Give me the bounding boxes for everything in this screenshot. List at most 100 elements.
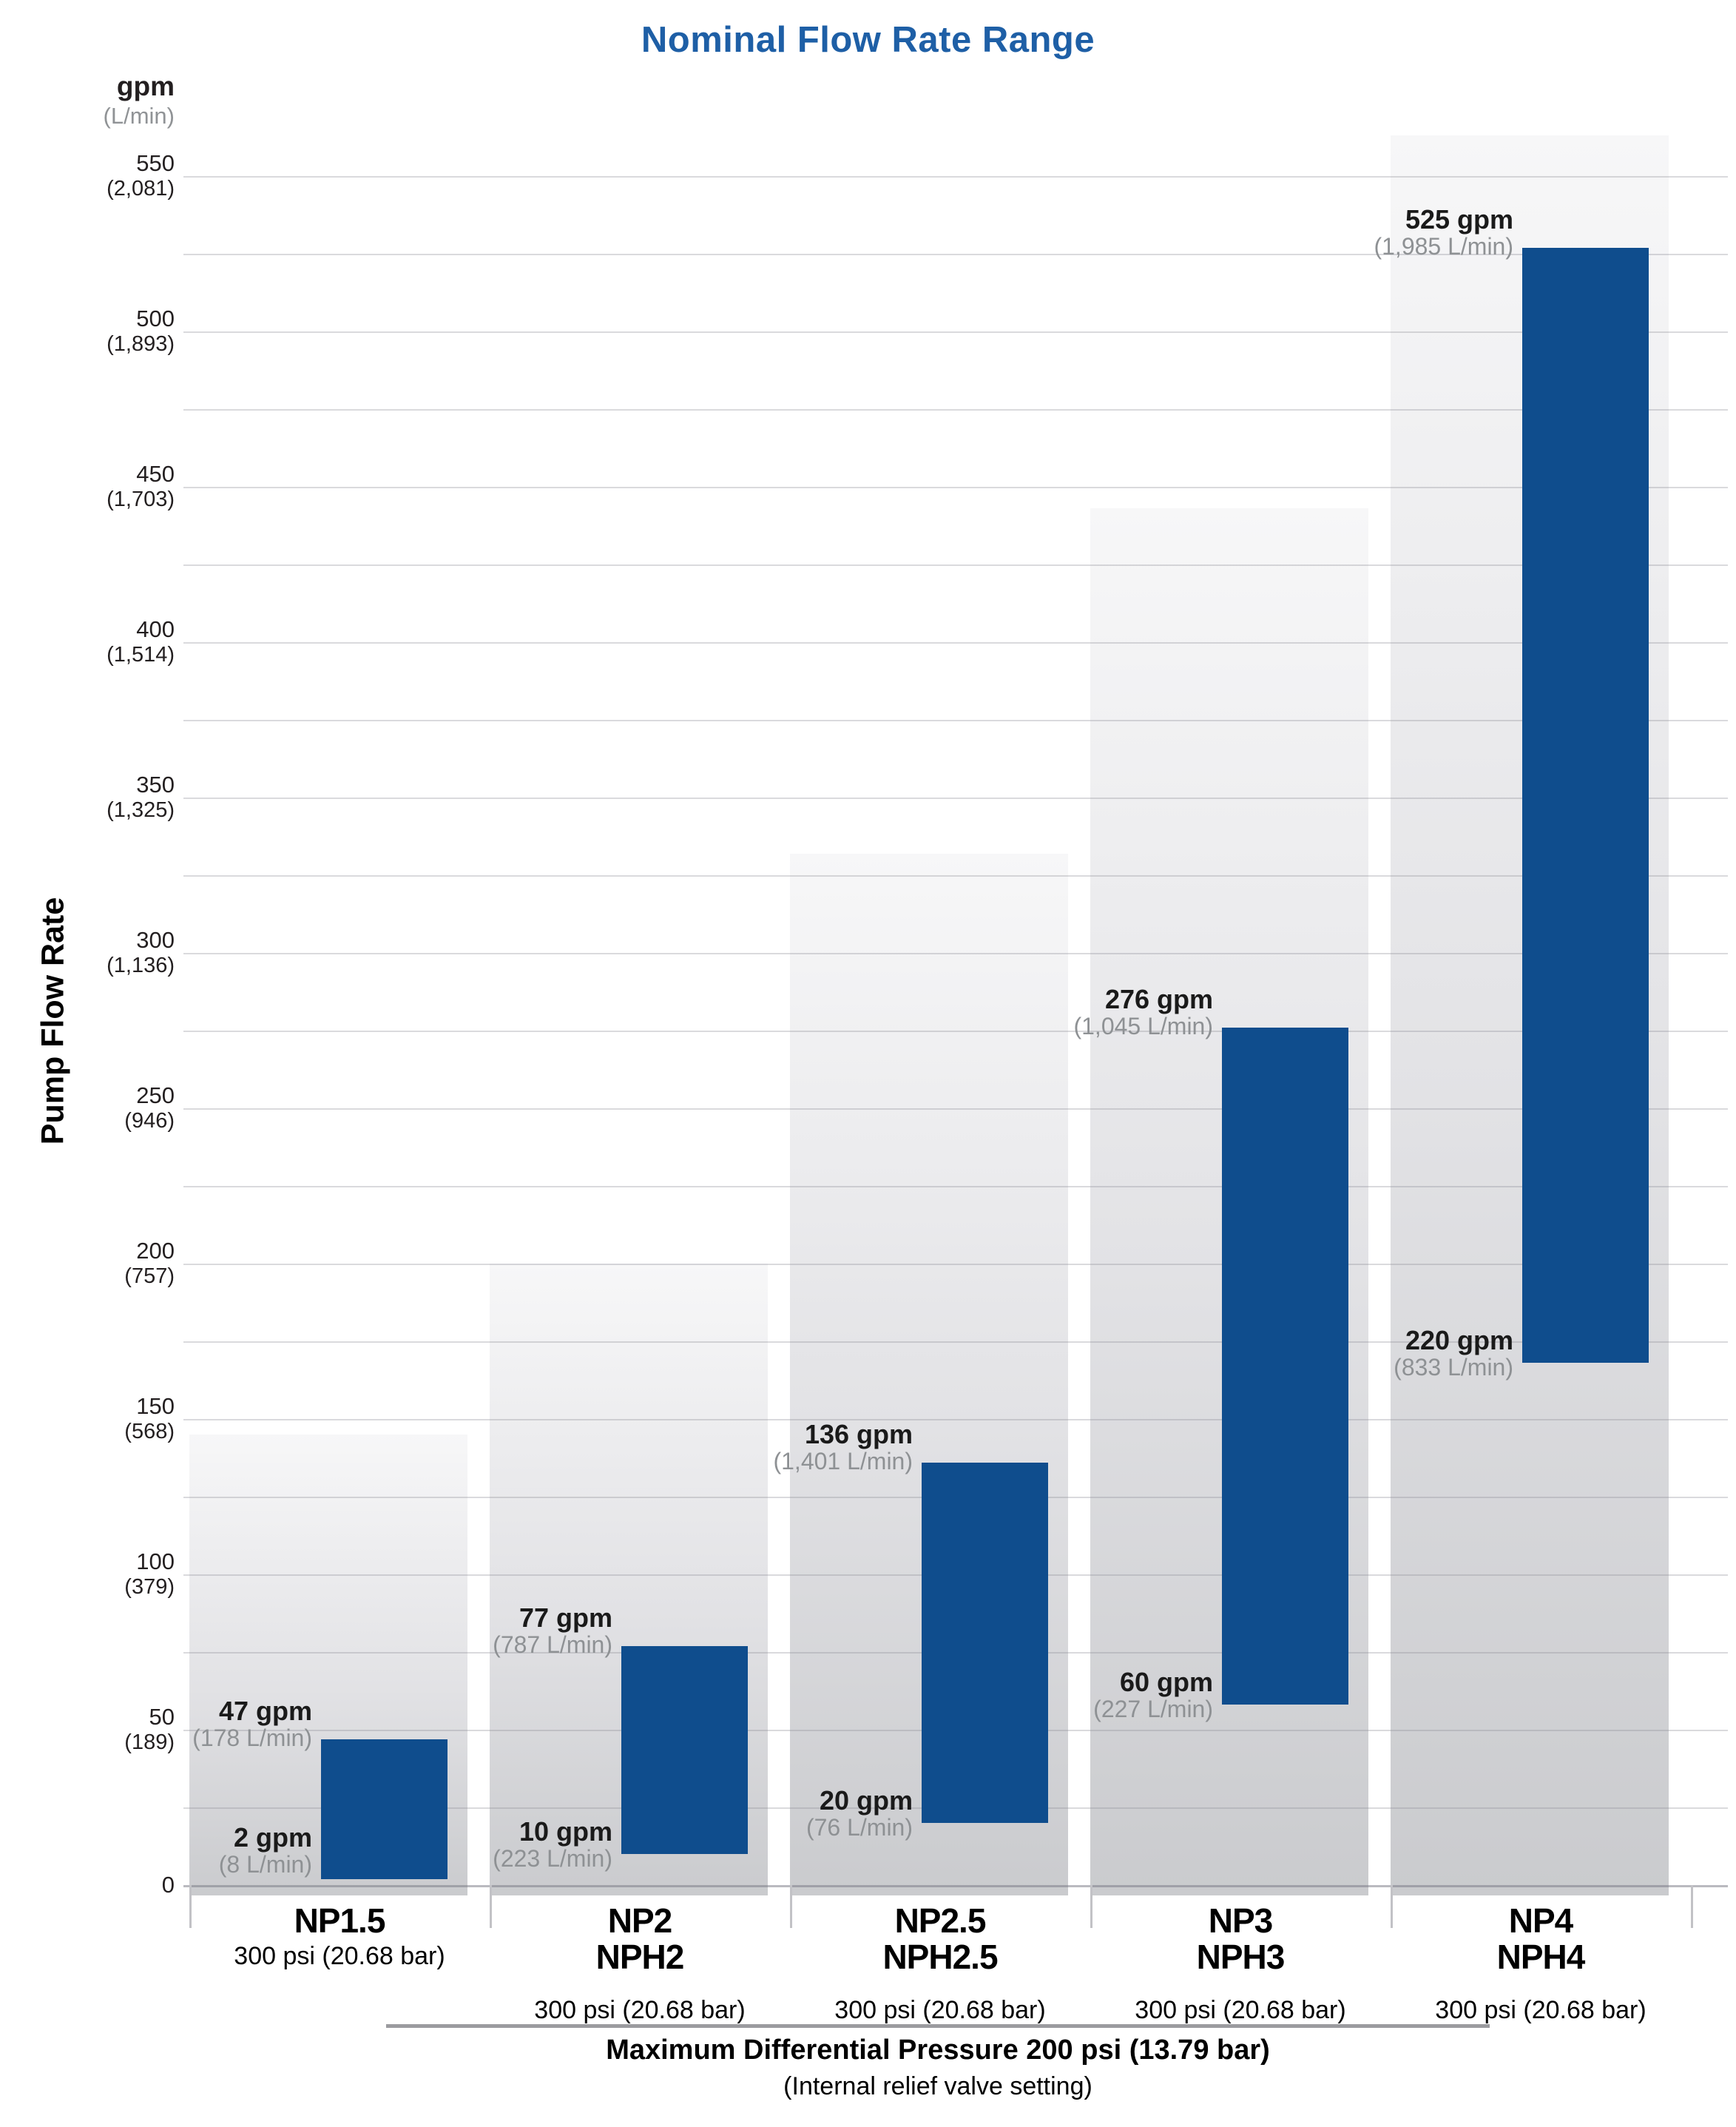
x-group-label: NP1.5 300 psi (20.68 bar) [189, 1903, 490, 1971]
y-tick-label: 400 (1,514) [0, 617, 175, 667]
y-axis-unit-primary: gpm [116, 71, 175, 101]
x-axis-tick [1090, 1885, 1092, 1928]
flow-range-bar [621, 1645, 748, 1854]
y-tick-lmin-value: (1,893) [107, 332, 175, 356]
bar-max-gpm: 525 gpm [1405, 203, 1513, 235]
x-group-label: NP3 NPH3 300 psi (20.68 bar) [1090, 1903, 1391, 2025]
bar-max-gpm: 276 gpm [1104, 983, 1213, 1014]
x-group-label: NP2.5 NPH2.5 300 psi (20.68 bar) [790, 1903, 1090, 2025]
bar-max-gpm: 47 gpm [218, 1695, 312, 1726]
y-tick-gpm-value: 0 [161, 1872, 175, 1898]
pump-pressure-rating: 300 psi (20.68 bar) [1135, 1996, 1346, 2024]
flow-range-bar [922, 1462, 1048, 1823]
bar-min-gpm: 10 gpm [519, 1816, 612, 1847]
y-tick-gpm-value: 550 [136, 150, 175, 176]
y-tick-lmin-value: (1,703) [107, 488, 175, 511]
grid-line [183, 1419, 1728, 1420]
x-group-label: NP2 NPH2 300 psi (20.68 bar) [490, 1903, 790, 2025]
grid-line [183, 487, 1728, 488]
pump-pressure-rating: 300 psi (20.68 bar) [1435, 1996, 1647, 2024]
y-tick-gpm-value: 350 [136, 772, 175, 798]
bar-max-gpm: 136 gpm [804, 1418, 913, 1449]
pump-model-name: NPH2.5 [882, 1938, 998, 1976]
y-tick-gpm-value: 150 [136, 1393, 175, 1419]
pump-pressure-rating: 300 psi (20.68 bar) [834, 1996, 1046, 2024]
y-tick-label: 350 (1,325) [0, 772, 175, 823]
y-tick-lmin-value: (757) [124, 1264, 175, 1288]
bar-max-lmin: (178 L/min) [192, 1724, 312, 1751]
bar-min-lmin: (8 L/min) [218, 1851, 312, 1878]
y-axis-unit-secondary: (L/min) [103, 102, 175, 129]
bar-max-label: 77 gpm (787 L/min) [0, 1602, 612, 1658]
grid-line [183, 564, 1728, 566]
footer-relief-valve-note: (Internal relief valve setting) [783, 2072, 1092, 2100]
bar-min-label: 220 gpm (833 L/min) [0, 1327, 1513, 1381]
y-tick-lmin-value: (2,081) [107, 177, 175, 200]
y-tick-lmin-value: (568) [124, 1420, 175, 1443]
grid-line [183, 1186, 1728, 1187]
grid-line [183, 1108, 1728, 1110]
grid-line [183, 254, 1728, 255]
pump-model-name: NP1.5 [294, 1901, 386, 1940]
grid-line [183, 331, 1728, 333]
bar-max-lmin: (1,985 L/min) [1374, 232, 1513, 260]
y-tick-label: 100 (379) [0, 1549, 175, 1600]
grid-line [183, 1341, 1728, 1343]
y-tick-gpm-value: 250 [136, 1082, 175, 1108]
y-tick-label: 450 (1,703) [0, 462, 175, 512]
x-axis-tick [1691, 1885, 1693, 1928]
bar-min-lmin: (76 L/min) [805, 1814, 913, 1841]
y-tick-gpm-value: 400 [136, 616, 175, 642]
pump-model-name: NPH2 [595, 1938, 685, 1976]
y-tick-label: 0 [0, 1872, 175, 1898]
pump-model-name: NP2.5 [894, 1901, 987, 1940]
grid-line [183, 953, 1728, 954]
x-group-label: NP4 NPH4 300 psi (20.68 bar) [1391, 1903, 1691, 2025]
y-tick-gpm-value: 450 [136, 461, 175, 487]
bar-max-gpm: 77 gpm [519, 1602, 612, 1633]
bar-min-gpm: 220 gpm [1405, 1325, 1513, 1356]
y-tick-lmin-value: (1,136) [107, 954, 175, 977]
x-axis-tick [490, 1885, 492, 1928]
y-tick-lmin-value: (1,514) [107, 643, 175, 667]
y-tick-gpm-value: 300 [136, 927, 175, 953]
y-tick-gpm-value: 500 [136, 306, 175, 331]
bar-min-lmin: (833 L/min) [1394, 1354, 1513, 1381]
flow-range-bar [1222, 1027, 1348, 1705]
y-tick-label: 250 (946) [0, 1083, 175, 1133]
footer-divider-line [386, 2024, 1490, 2028]
y-tick-lmin-value: (946) [124, 1109, 175, 1133]
y-tick-lmin-value: (1,325) [107, 798, 175, 822]
y-tick-lmin-value: (189) [124, 1730, 175, 1754]
y-axis-unit-header: gpm (L/min) [0, 71, 175, 129]
grid-line [183, 875, 1728, 877]
bar-min-lmin: (227 L/min) [1093, 1696, 1213, 1723]
y-tick-label: 50 (189) [0, 1705, 175, 1755]
flow-range-bar [1522, 247, 1649, 1363]
bar-min-label: 60 gpm (227 L/min) [0, 1669, 1213, 1723]
pump-model-name: NP3 [1208, 1901, 1273, 1940]
bar-min-gpm: 2 gpm [233, 1822, 312, 1853]
x-axis-tick [790, 1885, 792, 1928]
y-tick-lmin-value: (379) [124, 1575, 175, 1599]
grid-line [183, 176, 1728, 178]
bar-min-label: 20 gpm (76 L/min) [0, 1787, 913, 1841]
chart-title: Nominal Flow Rate Range [641, 20, 1095, 60]
footer-max-pressure-label: Maximum Differential Pressure 200 psi (1… [606, 2035, 1270, 2066]
y-tick-label: 300 (1,136) [0, 928, 175, 978]
grid-line [183, 798, 1728, 799]
pump-model-name: NPH4 [1496, 1938, 1586, 1976]
bar-min-label: 10 gpm (223 L/min) [0, 1818, 612, 1872]
bar-max-label: 276 gpm (1,045 L/min) [0, 983, 1213, 1039]
axis-baseline [183, 1885, 1728, 1887]
pump-model-name: NPH3 [1196, 1938, 1286, 1976]
x-axis-tick [189, 1885, 192, 1928]
bar-max-lmin: (1,045 L/min) [1073, 1012, 1213, 1039]
grid-line [183, 720, 1728, 721]
y-tick-label: 200 (757) [0, 1238, 175, 1289]
bar-max-label: 47 gpm (178 L/min) [0, 1695, 312, 1751]
x-axis-tick [1391, 1885, 1393, 1928]
bar-max-lmin: (787 L/min) [493, 1631, 612, 1658]
footer: Maximum Differential Pressure 200 psi (1… [606, 2035, 1270, 2101]
